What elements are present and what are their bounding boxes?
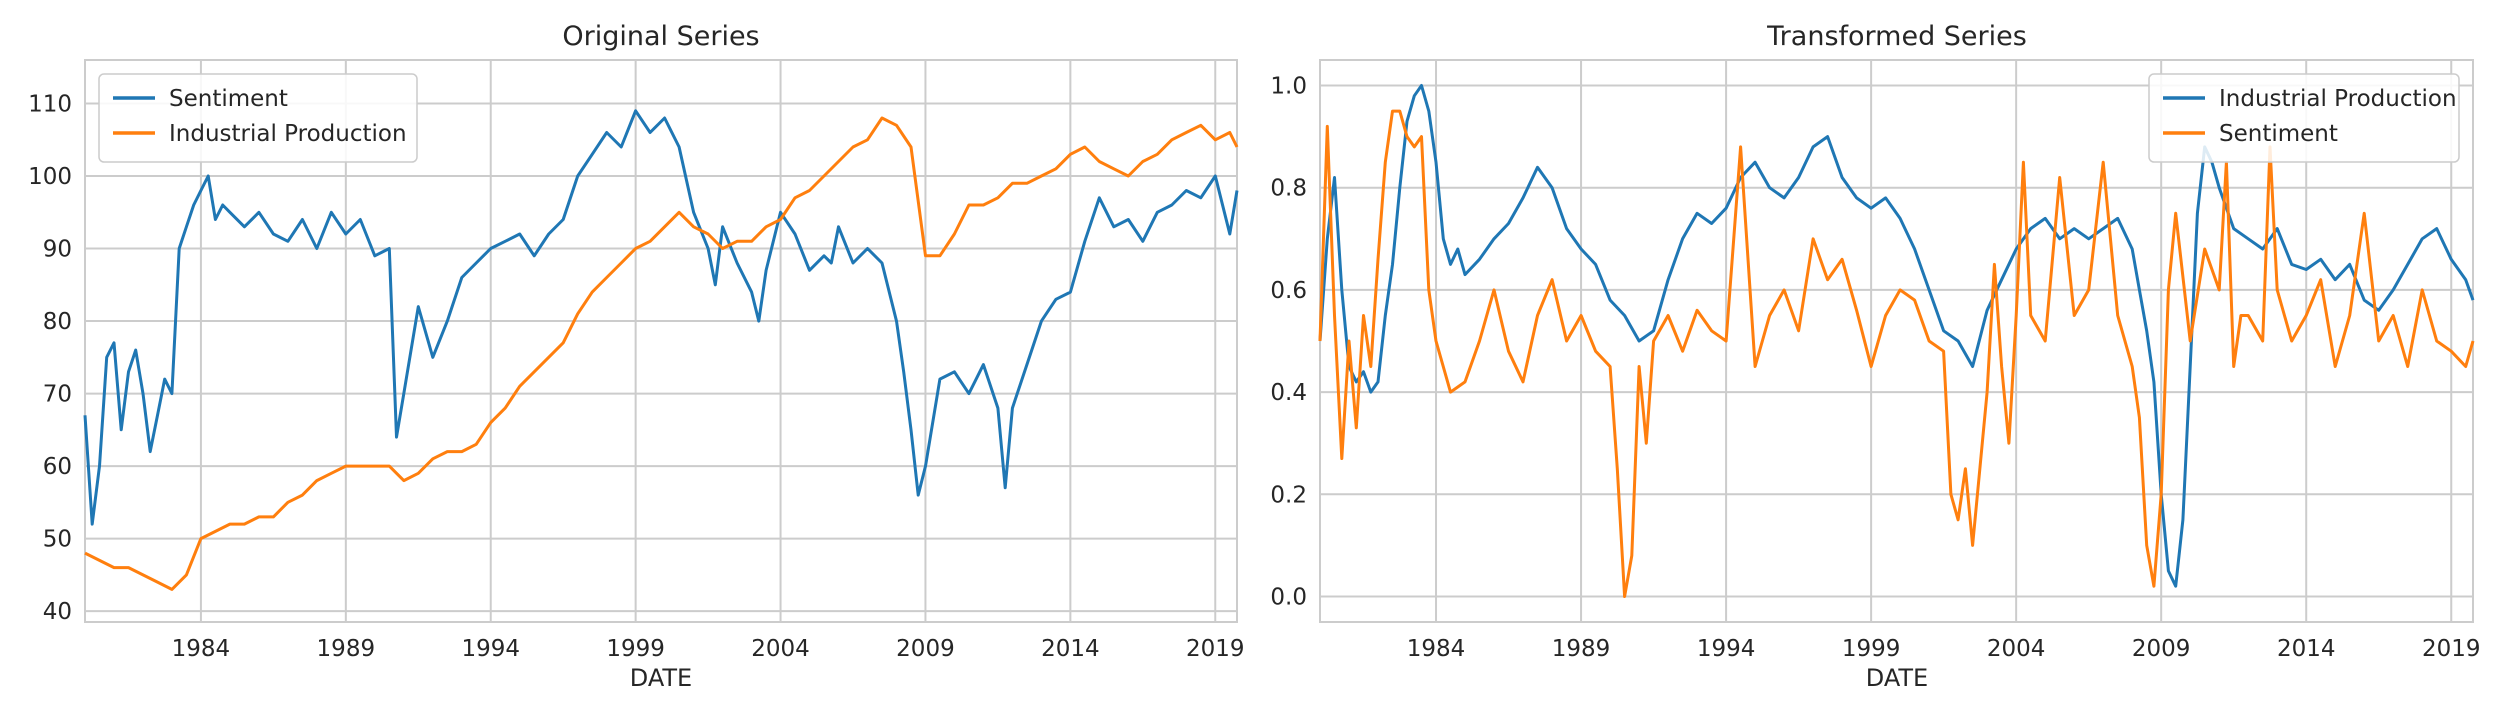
y-tick-label: 100 xyxy=(28,164,72,190)
y-tick-label: 40 xyxy=(43,599,72,625)
legend-box xyxy=(2148,73,2460,163)
x-tick-label: 1994 xyxy=(461,636,520,662)
x-tick-label: 2004 xyxy=(751,636,810,662)
x-axis-label: DATE xyxy=(1866,664,1928,692)
y-tick-label: 0.2 xyxy=(1270,482,1307,508)
x-tick-label: 1989 xyxy=(1552,636,1611,662)
x-axis-ticks: 1984 1989 1994 1999 2004 2009 2014 2019 xyxy=(1407,636,2481,662)
legend-label: Industrial Production xyxy=(169,121,407,147)
chart-transformed-series: Transformed Series 0.0 0.2 0.4 0.6 0.8 1.0 19… xyxy=(1270,21,2480,692)
x-tick-label: 1984 xyxy=(172,636,231,662)
legend: Sentiment Industrial Production xyxy=(98,73,418,163)
legend-label: Sentiment xyxy=(2219,121,2338,147)
x-tick-label: 2019 xyxy=(1186,636,1245,662)
x-tick-label: 2014 xyxy=(1041,636,1100,662)
y-tick-label: 90 xyxy=(43,237,72,263)
x-axis-label: DATE xyxy=(630,664,692,692)
x-tick-label: 2014 xyxy=(2277,636,2336,662)
series-line-1 xyxy=(84,116,1239,591)
series-lines xyxy=(83,109,1239,591)
y-tick-label: 0.4 xyxy=(1270,380,1307,406)
legend-label: Sentiment xyxy=(169,86,288,112)
chart-title: Original Series xyxy=(562,21,759,52)
x-tick-label: 1999 xyxy=(606,636,665,662)
x-tick-label: 2004 xyxy=(1987,636,2046,662)
series-line-0 xyxy=(83,109,1239,526)
x-tick-label: 1994 xyxy=(1697,636,1756,662)
x-axis-ticks: 1984 1989 1994 1999 2004 2009 2014 2019 xyxy=(172,636,1245,662)
y-tick-label: 60 xyxy=(43,454,72,480)
y-tick-label: 110 xyxy=(28,92,72,118)
y-tick-label: 70 xyxy=(43,382,72,408)
series-lines xyxy=(1318,84,2475,598)
legend-box xyxy=(98,73,418,163)
y-tick-label: 0.8 xyxy=(1270,176,1307,202)
y-tick-label: 80 xyxy=(43,309,72,335)
x-tick-label: 1984 xyxy=(1407,636,1466,662)
y-axis-ticks: 40 50 60 70 80 90 100 110 xyxy=(28,92,72,626)
y-tick-label: 1.0 xyxy=(1270,74,1307,100)
chart-title: Transformed Series xyxy=(1766,21,2027,52)
legend-label: Industrial Production xyxy=(2219,86,2457,112)
x-tick-label: 1989 xyxy=(317,636,376,662)
y-axis-ticks: 0.0 0.2 0.4 0.6 0.8 1.0 xyxy=(1270,74,1307,611)
series-line-0 xyxy=(1318,84,2475,588)
y-tick-label: 50 xyxy=(43,527,72,553)
x-tick-label: 1999 xyxy=(1842,636,1901,662)
x-tick-label: 2009 xyxy=(2132,636,2191,662)
y-tick-label: 0.0 xyxy=(1270,584,1307,610)
legend: Industrial Production Sentiment xyxy=(2148,73,2460,163)
y-tick-label: 0.6 xyxy=(1270,278,1307,304)
x-tick-label: 2009 xyxy=(896,636,955,662)
series-line-1 xyxy=(1318,109,2475,598)
x-tick-label: 2019 xyxy=(2422,636,2481,662)
